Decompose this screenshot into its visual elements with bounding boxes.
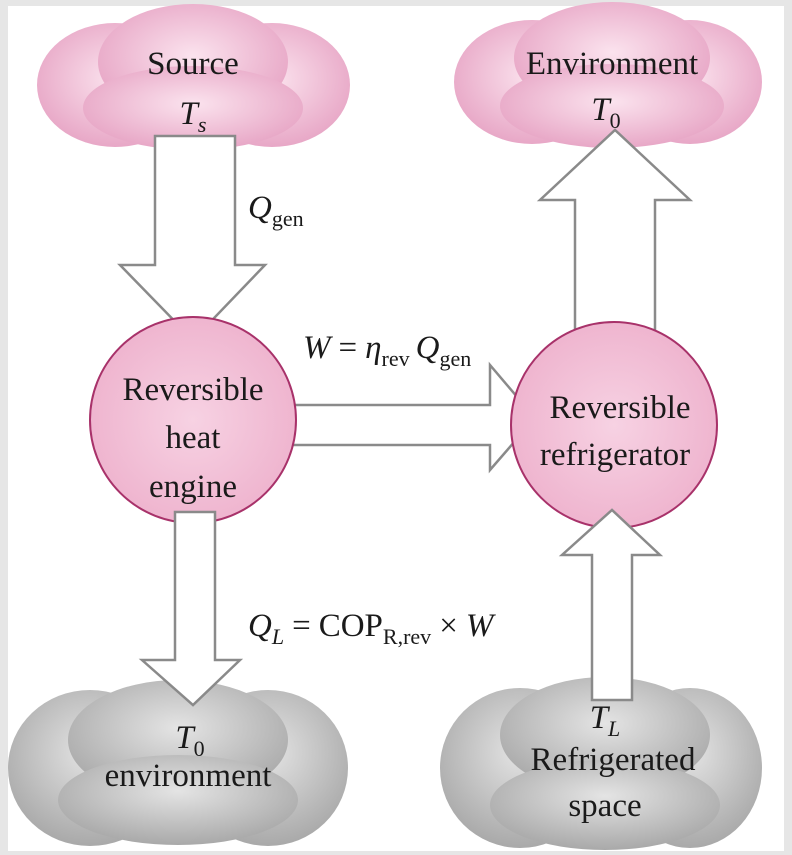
operator: × [439, 608, 458, 644]
refrigerated-space-cloud [440, 677, 762, 850]
arrow-q-high [536, 128, 694, 332]
arrow-q-gen [117, 134, 268, 342]
node-label: Environment [526, 46, 698, 82]
q-gen-label: Qgen [248, 190, 304, 231]
node-symbol: TL [590, 700, 621, 741]
node-label: heat [166, 420, 221, 456]
node-symbol: T0 [591, 92, 620, 133]
term: COP [319, 608, 383, 644]
node-label: Reversible [122, 372, 263, 408]
node-label: engine [149, 469, 237, 505]
node-label: refrigerator [540, 437, 690, 473]
symbol: Q [248, 190, 272, 226]
source-cloud [37, 4, 350, 150]
arrow-q-low-in [558, 508, 664, 702]
environment-sink-cloud [8, 680, 348, 846]
subscript: R,rev [383, 624, 431, 649]
symbol: η [365, 330, 381, 366]
node-symbol: T0 [175, 720, 204, 761]
work-label: W = ηrev Qgen [303, 330, 471, 371]
operator: = [292, 608, 311, 644]
node-label: Refrigerated [531, 742, 696, 778]
subscript: rev [382, 346, 410, 371]
environment-cloud [454, 2, 762, 148]
q-l-label: QL = COPR,rev × W [248, 608, 496, 649]
subscript: L [271, 624, 284, 649]
symbol: W [466, 608, 496, 644]
subscript: s [198, 112, 207, 137]
subscript: gen [439, 346, 471, 371]
symbol: T [591, 92, 612, 128]
node-symbol: Ts [180, 96, 207, 137]
node-label: Reversible [549, 390, 690, 426]
node-label: Source [147, 46, 239, 82]
symbol: W [303, 330, 333, 366]
symbol: T [175, 720, 196, 756]
symbol: Q [248, 608, 272, 644]
subscript: L [607, 716, 620, 741]
node-label: space [568, 788, 641, 824]
subscript: gen [272, 206, 304, 231]
arrow-q-low-out [138, 510, 244, 707]
subscript: 0 [610, 108, 621, 133]
symbol: T [180, 96, 201, 132]
symbol: T [590, 700, 611, 736]
node-label: environment [105, 758, 272, 794]
subscript: 0 [194, 736, 205, 761]
operator: = [339, 330, 358, 366]
symbol: Q [416, 330, 440, 366]
